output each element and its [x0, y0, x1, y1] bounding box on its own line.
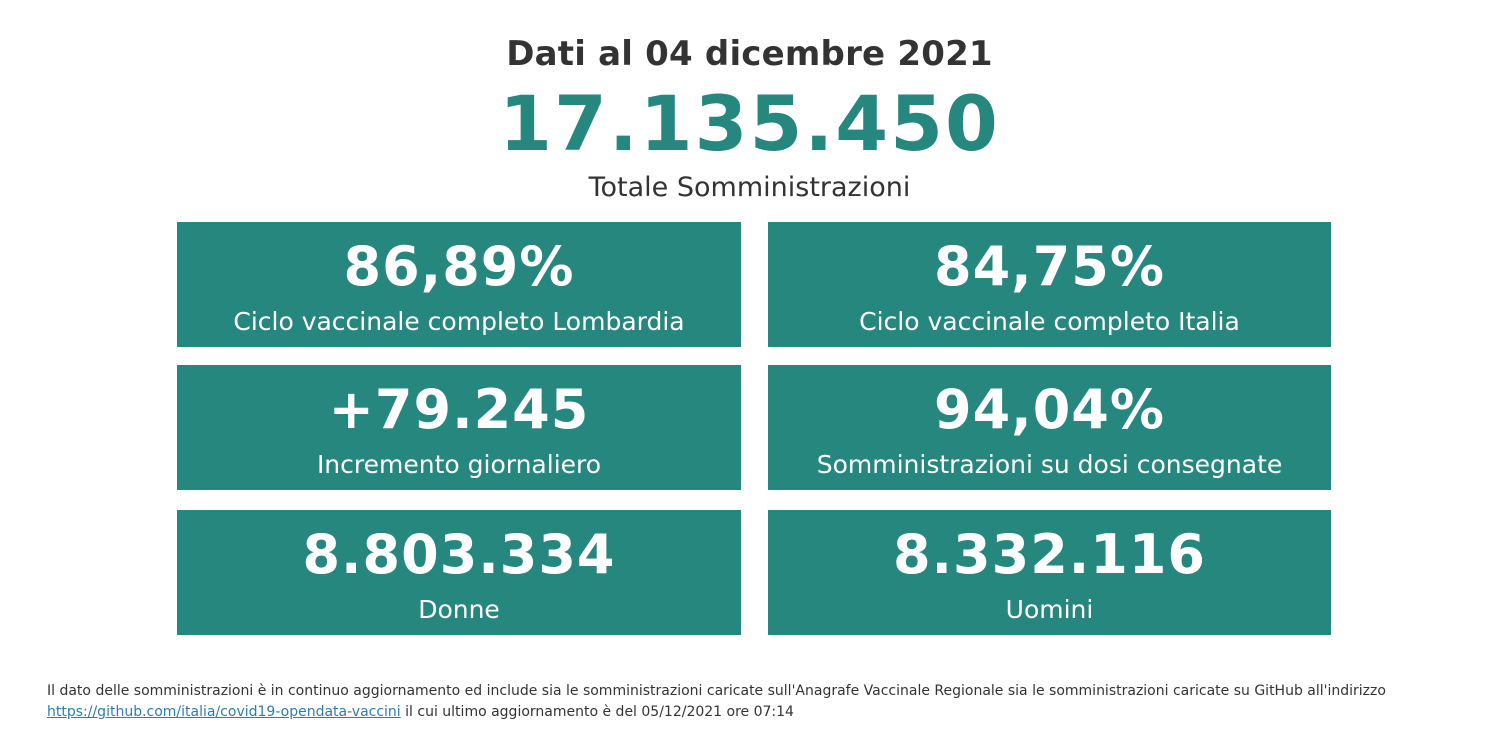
card-label: Incremento giornaliero	[316, 450, 602, 479]
card-value: 84,75%	[934, 235, 1165, 298]
card-daily-increment: +79.245 Incremento giornaliero	[177, 365, 741, 490]
card-value: 94,04%	[934, 378, 1165, 441]
card-administered-vs-delivered: 94,04% Somministrazioni su dosi consegna…	[768, 365, 1331, 490]
footer-note: Il dato delle somministrazioni è in cont…	[47, 681, 1477, 723]
footer-text-after: il cui ultimo aggiornamento è del 05/12/…	[405, 704, 794, 720]
card-label: Uomini	[1005, 595, 1094, 624]
card-value: 86,89%	[343, 235, 575, 298]
total-administrations-label: Totale Somministrazioni	[588, 172, 911, 203]
card-label: Ciclo vaccinale completo Lombardia	[233, 307, 685, 336]
card-full-cycle-italia: 84,75% Ciclo vaccinale completo Italia	[768, 222, 1331, 347]
github-link[interactable]: https://github.com/italia/covid19-openda…	[47, 704, 401, 720]
footer-text-before: Il dato delle somministrazioni è in cont…	[47, 683, 1386, 699]
report-date-heading: Dati al 04 dicembre 2021	[506, 34, 993, 74]
card-value: 8.332.116	[892, 523, 1207, 586]
total-administrations-value: 17.135.450	[499, 79, 1000, 168]
card-men: 8.332.116 Uomini	[768, 510, 1331, 635]
card-label: Ciclo vaccinale completo Italia	[859, 307, 1240, 336]
card-women: 8.803.334 Donne	[177, 510, 741, 635]
card-label: Somministrazioni su dosi consegnate	[816, 450, 1283, 479]
card-label: Donne	[418, 595, 500, 624]
card-full-cycle-lombardia: 86,89% Ciclo vaccinale completo Lombardi…	[177, 222, 741, 347]
card-value: 8.803.334	[302, 523, 616, 586]
card-value: +79.245	[328, 378, 590, 441]
